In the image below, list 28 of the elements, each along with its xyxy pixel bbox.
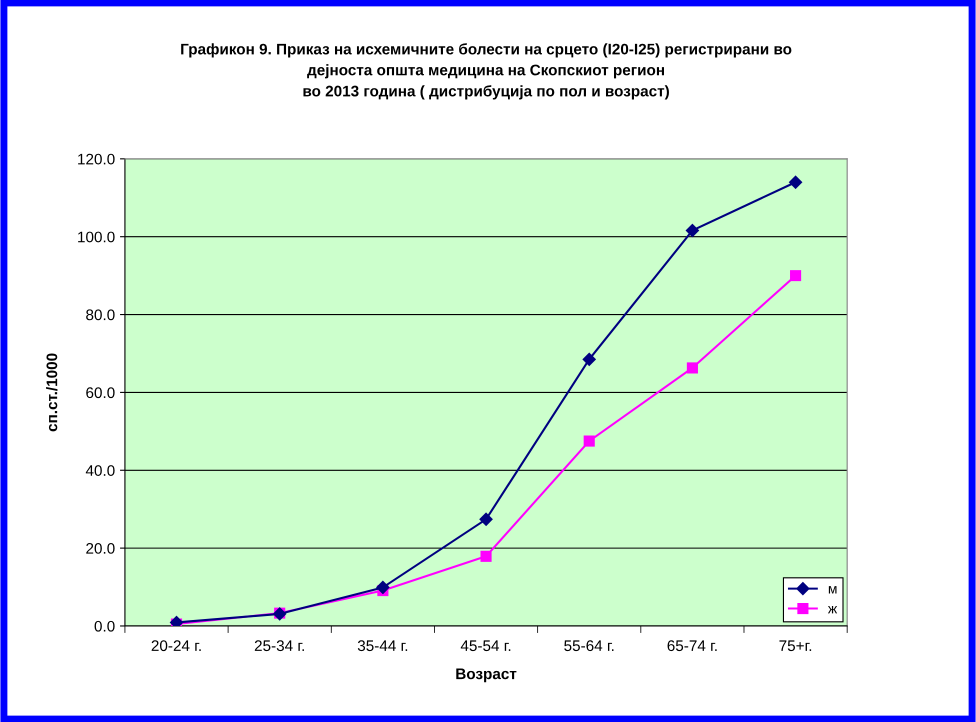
y-axis-title: сп.ст./1000 bbox=[46, 353, 58, 432]
point bbox=[584, 436, 595, 447]
point bbox=[480, 550, 492, 562]
point bbox=[790, 270, 802, 282]
x-tick-label: 20-24 г. bbox=[152, 640, 201, 652]
point bbox=[788, 176, 802, 189]
y-tick-label: 0.0 bbox=[94, 620, 115, 632]
point bbox=[376, 580, 390, 594]
point bbox=[582, 352, 596, 366]
point bbox=[686, 362, 698, 374]
point bbox=[686, 224, 699, 238]
x-tick-label: 35-44 г. bbox=[358, 640, 408, 652]
x-tick-label: 65-74 г. bbox=[668, 640, 717, 652]
legend-label: ж bbox=[828, 606, 838, 614]
x-tick-label: 45-54 г. bbox=[460, 640, 510, 652]
chart-title: Графикон 9. Приказ на исхемичните болести на срцето (I20-I25) регистрирани во дејноста општа медицина на Скопскиот регион во 2013 година ( дистрибуција по пол и возраст) bbox=[181, 43, 792, 100]
x-tick-label: 75+г. bbox=[779, 640, 812, 652]
y-tick-label: 80.0 bbox=[86, 309, 115, 320]
y-tick-label: 20.0 bbox=[86, 542, 115, 554]
y-tick-label: 100.0 bbox=[78, 232, 115, 242]
x-axis-title: Возраст bbox=[456, 668, 516, 682]
x-tick-label: 55-64 г. bbox=[564, 640, 614, 652]
x-tick-label: 25-34 г. bbox=[254, 640, 304, 652]
y-tick-label: 40.0 bbox=[86, 465, 115, 476]
point bbox=[479, 512, 493, 526]
y-tick-label: 120.0 bbox=[78, 154, 115, 165]
y-tick-label: 60.0 bbox=[86, 387, 115, 398]
legend-label: м bbox=[828, 586, 836, 594]
